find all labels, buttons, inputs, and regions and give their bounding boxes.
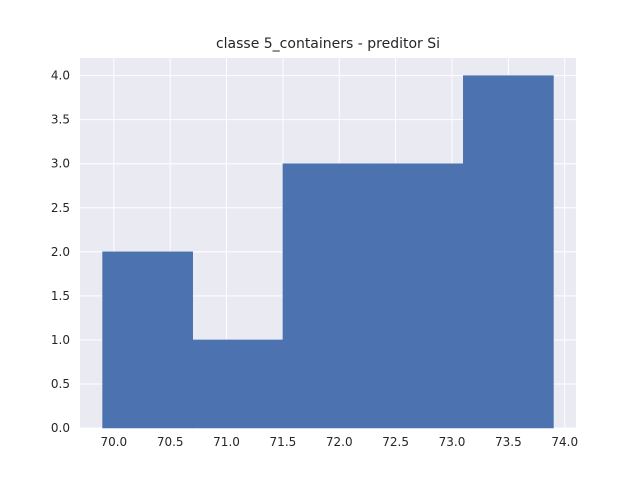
histogram-bar xyxy=(102,251,193,429)
x-tick-label: 73.0 xyxy=(439,435,466,449)
y-axis-ticks: 0.0 0.5 1.0 1.5 2.0 2.5 3.0 3.5 4.0 xyxy=(51,69,70,435)
y-tick-label: 1.0 xyxy=(51,333,70,347)
x-tick-label: 71.0 xyxy=(213,435,240,449)
y-tick-label: 2.5 xyxy=(51,201,70,215)
bars xyxy=(102,75,554,429)
y-tick-label: 4.0 xyxy=(51,69,70,83)
chart-title: classe 5_containers - preditor Si xyxy=(216,36,440,52)
histogram-bar xyxy=(463,75,554,429)
histogram-bar xyxy=(282,163,374,429)
y-tick-label: 3.5 xyxy=(51,113,70,127)
histogram-bar xyxy=(192,339,284,429)
x-tick-label: 70.0 xyxy=(100,435,127,449)
y-tick-label: 2.0 xyxy=(51,245,70,259)
x-tick-label: 74.0 xyxy=(551,435,578,449)
y-tick-label: 1.5 xyxy=(51,289,70,303)
histogram-bar xyxy=(372,163,464,429)
y-tick-label: 3.0 xyxy=(51,157,70,171)
y-tick-label: 0.0 xyxy=(51,421,70,435)
x-tick-label: 71.5 xyxy=(270,435,297,449)
x-axis-ticks: 70.0 70.5 71.0 71.5 72.0 72.5 73.0 73.5 74.0 xyxy=(100,435,578,449)
x-tick-label: 70.5 xyxy=(157,435,184,449)
x-tick-label: 72.5 xyxy=(382,435,409,449)
y-tick-label: 0.5 xyxy=(51,377,70,391)
x-tick-label: 73.5 xyxy=(495,435,522,449)
x-tick-label: 72.0 xyxy=(326,435,353,449)
